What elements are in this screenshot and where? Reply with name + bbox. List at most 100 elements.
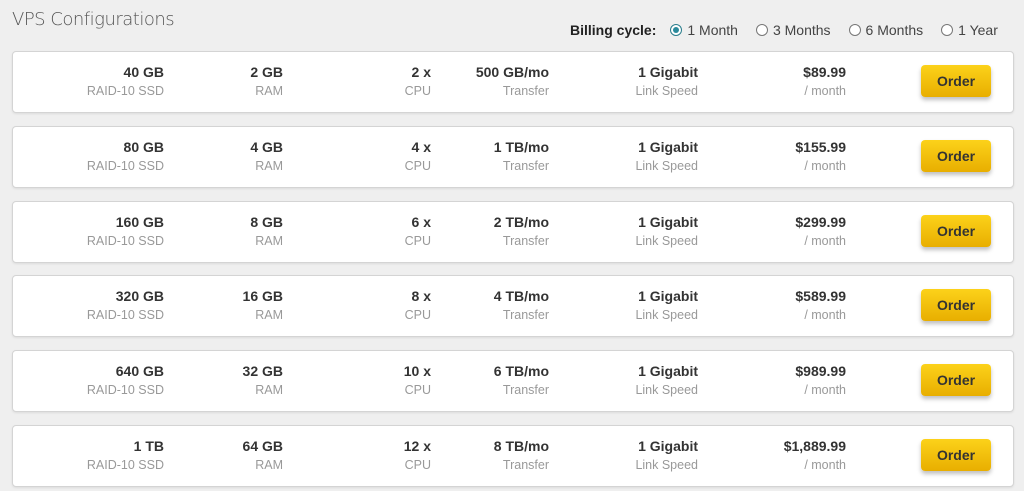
order-button[interactable]: Order [921, 214, 991, 247]
option-label: 6 Months [865, 22, 924, 38]
cpu-label: CPU [404, 458, 431, 472]
option-label: 1 Month [687, 22, 738, 38]
transfer-value: 2 TB/mo [493, 213, 549, 230]
plan-ram: 4 GB RAM [250, 139, 283, 173]
transfer-label: Transfer [502, 233, 549, 248]
cpu-value: 8 x [411, 288, 431, 305]
link-label: Link Speed [635, 84, 698, 98]
link-value: 1 Gigabit [638, 64, 698, 80]
transfer-value: 1 TB/mo [493, 138, 549, 155]
plan-link: 1 Gigabit Link Speed [635, 363, 698, 397]
plan-ram: 32 GB RAM [243, 363, 283, 397]
radio-icon[interactable] [848, 24, 861, 36]
plan-cpu: 6 x CPU [405, 214, 431, 248]
order-button[interactable]: Order [921, 364, 991, 397]
ram-value: 2 GB [250, 64, 283, 80]
radio-icon[interactable] [941, 24, 954, 36]
billing-cycle: Billing cycle: 1 Month 3 Months 6 Months… [570, 22, 1016, 38]
plan-transfer: 6 TB/mo Transfer [494, 363, 549, 397]
plan-price: $155.99 / month [795, 139, 846, 173]
plan-row: 320 GB RAID-10 SSD 16 GB RAM 8 x CPU 4 TB/mo Tr… [12, 275, 1014, 338]
plan-link: 1 Gigabit Link Speed [635, 288, 698, 322]
ram-value: 8 GB [250, 213, 283, 230]
cpu-label: CPU [404, 383, 431, 398]
ram-value: 64 GB [242, 438, 283, 454]
radio-selected-icon[interactable] [670, 24, 683, 36]
plan-transfer: 8 TB/mo Transfer [494, 438, 549, 472]
billing-option-6-months[interactable]: 6 Months [848, 22, 924, 38]
disk-value: 1 TB [133, 438, 164, 454]
price-label: / month [804, 84, 846, 98]
cpu-value: 6 x [411, 213, 431, 230]
billing-option-3-months[interactable]: 3 Months [755, 22, 831, 38]
disk-value: 640 GB [115, 363, 164, 380]
transfer-label: Transfer [502, 158, 549, 173]
price-value: $1,889.99 [783, 438, 846, 454]
plan-disk: 320 GB RAID-10 SSD [87, 288, 164, 322]
plan-ram: 16 GB RAM [243, 288, 283, 322]
disk-label: RAID-10 SSD [86, 383, 164, 398]
plan-transfer: 1 TB/mo Transfer [494, 139, 549, 173]
link-value: 1 Gigabit [638, 363, 698, 380]
order-button[interactable]: Order [921, 439, 991, 471]
cpu-value: 12 x [403, 438, 431, 454]
ram-value: 32 GB [242, 363, 283, 380]
price-value: $589.99 [795, 288, 846, 305]
billing-cycle-label: Billing cycle: [570, 22, 657, 38]
ram-label: RAM [255, 458, 283, 472]
plan-transfer: 4 TB/mo Transfer [494, 288, 549, 322]
order-button[interactable]: Order [921, 65, 991, 97]
page-title: VPS Configurations [12, 9, 175, 30]
ram-value: 16 GB [242, 288, 283, 305]
plan-disk: 40 GB RAID-10 SSD [87, 64, 164, 98]
link-value: 1 Gigabit [638, 438, 698, 454]
transfer-label: Transfer [502, 84, 549, 98]
ram-value: 4 GB [250, 138, 283, 155]
order-button[interactable]: Order [921, 139, 991, 172]
plan-disk: 80 GB RAID-10 SSD [87, 139, 164, 173]
link-label: Link Speed [635, 233, 698, 248]
order-button[interactable]: Order [921, 289, 991, 322]
link-label: Link Speed [635, 458, 698, 472]
disk-label: RAID-10 SSD [86, 158, 164, 173]
price-value: $989.99 [795, 363, 846, 380]
transfer-label: Transfer [502, 458, 549, 472]
plan-ram: 8 GB RAM [250, 214, 283, 248]
price-value: $89.99 [803, 64, 846, 80]
plan-row: 160 GB RAID-10 SSD 8 GB RAM 6 x CPU 2 TB/mo Tra… [12, 200, 1014, 263]
link-value: 1 Gigabit [638, 213, 698, 230]
option-label: 3 Months [772, 22, 831, 38]
billing-option-1-year[interactable]: 1 Year [941, 22, 998, 38]
ram-label: RAM [255, 84, 283, 98]
plan-cpu: 12 x CPU [404, 438, 431, 472]
plan-price: $589.99 / month [795, 288, 846, 322]
cpu-value: 2 x [411, 64, 431, 80]
plan-price: $89.99 / month [803, 64, 846, 98]
cpu-label: CPU [404, 158, 431, 173]
transfer-value: 500 GB/mo [475, 64, 549, 80]
plan-ram: 64 GB RAM [243, 438, 283, 472]
radio-icon[interactable] [755, 24, 768, 36]
link-value: 1 Gigabit [638, 288, 698, 305]
disk-value: 80 GB [123, 138, 164, 155]
plan-cpu: 10 x CPU [404, 363, 431, 397]
ram-label: RAM [255, 383, 283, 398]
plan-row: 640 GB RAID-10 SSD 32 GB RAM 10 x CPU 6 TB/mo T… [12, 350, 1014, 413]
plan-disk: 1 TB RAID-10 SSD [87, 438, 164, 472]
price-value: $155.99 [795, 138, 846, 155]
transfer-value: 4 TB/mo [493, 288, 549, 305]
price-label: / month [804, 158, 846, 173]
billing-option-1-month[interactable]: 1 Month [670, 22, 738, 38]
price-label: / month [804, 308, 846, 323]
plan-cpu: 4 x CPU [405, 139, 431, 173]
plan-link: 1 Gigabit Link Speed [635, 214, 698, 248]
plan-transfer: 500 GB/mo Transfer [476, 64, 549, 98]
disk-label: RAID-10 SSD [86, 308, 164, 323]
price-label: / month [804, 458, 846, 472]
plan-row: 1 TB RAID-10 SSD 64 GB RAM 12 x CPU 8 TB/mo Tra… [12, 425, 1014, 487]
plan-cpu: 2 x CPU [405, 64, 431, 98]
cpu-label: CPU [404, 84, 431, 98]
disk-value: 320 GB [115, 288, 164, 305]
ram-label: RAM [255, 233, 283, 248]
link-label: Link Speed [635, 308, 698, 323]
